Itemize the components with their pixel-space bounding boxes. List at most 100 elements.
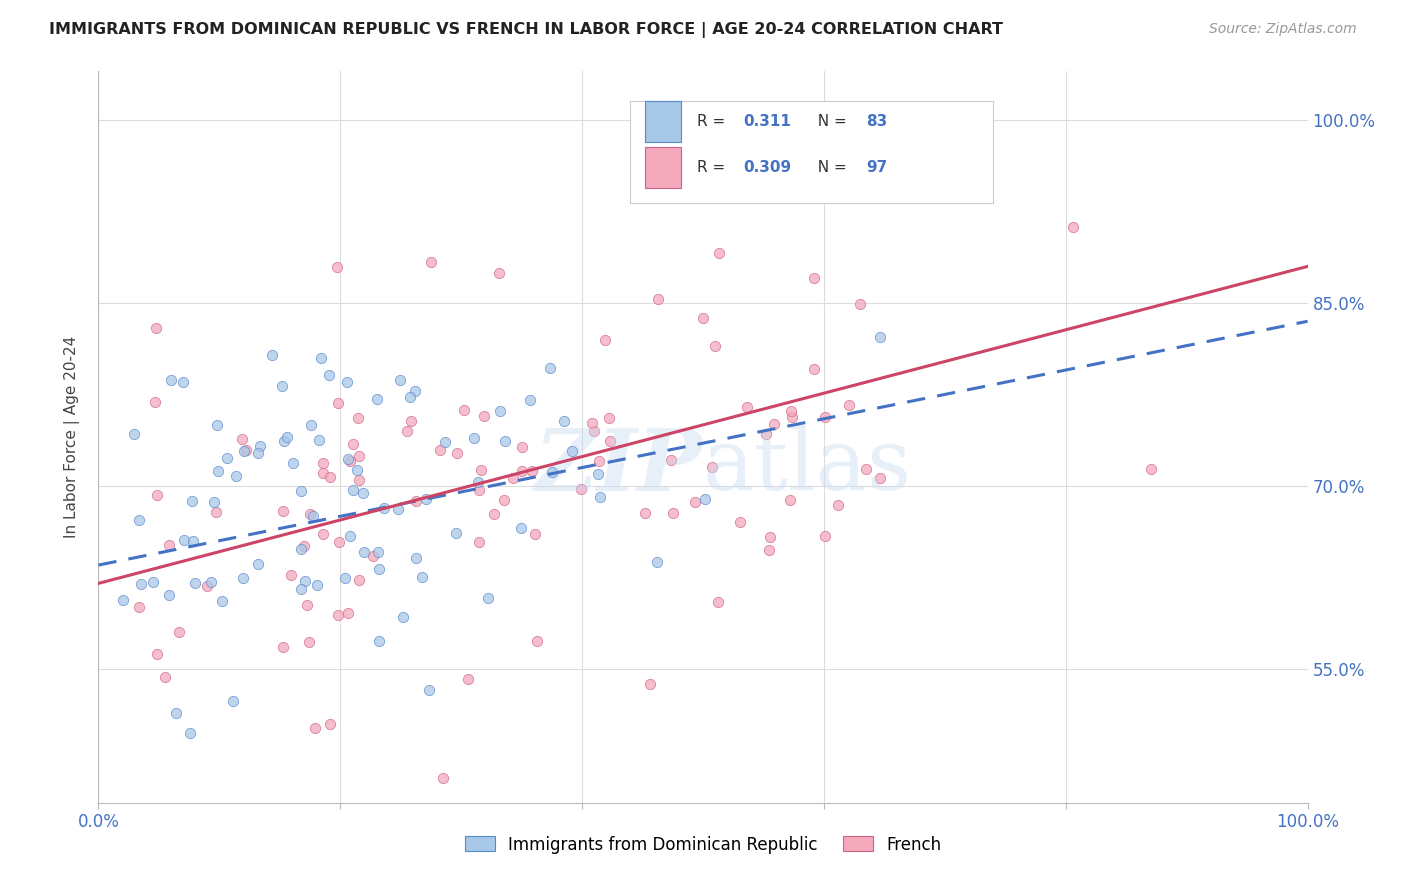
Point <box>373 501 395 516</box>
Point <box>463 431 485 445</box>
Point <box>143 395 166 409</box>
Point <box>405 551 427 566</box>
Point <box>472 409 495 423</box>
Point <box>111 592 134 607</box>
Point <box>702 460 724 475</box>
Point <box>172 375 194 389</box>
Point <box>814 529 837 543</box>
Text: IMMIGRANTS FROM DOMINICAN REPUBLIC VS FRENCH IN LABOR FORCE | AGE 20-24 CORRELAT: IMMIGRANTS FROM DOMINICAN REPUBLIC VS FR… <box>49 22 1004 38</box>
Point <box>593 333 616 347</box>
Point <box>328 535 350 549</box>
Point <box>173 533 195 547</box>
Point <box>337 607 360 621</box>
Point <box>215 451 238 466</box>
Point <box>211 594 233 608</box>
Point <box>647 292 669 306</box>
FancyBboxPatch shape <box>630 101 993 203</box>
Point <box>205 505 228 519</box>
Point <box>160 373 183 387</box>
Point <box>468 483 491 498</box>
Point <box>298 635 321 649</box>
Point <box>361 549 384 563</box>
Point <box>420 255 443 269</box>
Point <box>319 717 342 731</box>
Point <box>305 578 328 592</box>
Point <box>758 530 780 544</box>
Point <box>290 582 312 597</box>
Point <box>685 495 707 509</box>
Point <box>693 491 716 506</box>
Point <box>598 411 620 425</box>
Point <box>146 647 169 661</box>
Point <box>803 362 825 376</box>
Point <box>662 506 685 520</box>
Point <box>342 483 364 497</box>
Point <box>803 271 825 285</box>
Text: Source: ZipAtlas.com: Source: ZipAtlas.com <box>1209 22 1357 37</box>
Point <box>519 392 541 407</box>
Point <box>488 403 510 417</box>
Point <box>599 434 621 448</box>
Point <box>232 572 254 586</box>
Point <box>1062 220 1084 235</box>
Point <box>541 466 564 480</box>
Point <box>389 373 412 387</box>
Point <box>488 266 510 280</box>
Point <box>405 494 427 508</box>
Point <box>526 633 548 648</box>
Text: ZIP: ZIP <box>536 425 703 508</box>
Point <box>184 575 207 590</box>
Text: N =: N = <box>808 114 852 129</box>
Text: R =: R = <box>697 114 730 129</box>
Point <box>145 321 167 335</box>
Point <box>142 575 165 590</box>
Point <box>396 424 419 438</box>
Point <box>470 463 492 477</box>
Point <box>225 469 247 483</box>
Point <box>128 513 150 527</box>
Point <box>336 451 359 466</box>
Point <box>457 673 479 687</box>
Point <box>848 297 870 311</box>
Point <box>638 677 661 691</box>
Point <box>510 464 533 478</box>
Point <box>247 446 270 460</box>
Point <box>633 506 655 520</box>
Point <box>231 432 253 446</box>
Point <box>299 417 322 432</box>
Point <box>561 443 583 458</box>
Point <box>758 543 780 558</box>
Point <box>195 579 218 593</box>
Point <box>181 534 204 549</box>
Text: 83: 83 <box>866 114 887 129</box>
Point <box>737 400 759 414</box>
Point <box>429 443 451 458</box>
Point <box>589 490 612 504</box>
Point <box>553 414 575 428</box>
Point <box>432 772 454 786</box>
Point <box>200 575 222 590</box>
Point <box>855 462 877 476</box>
Point <box>588 467 610 482</box>
Point <box>352 486 374 500</box>
Point <box>896 186 918 201</box>
Point <box>312 467 335 481</box>
Point <box>290 541 312 556</box>
Point <box>520 464 543 478</box>
Point <box>346 410 368 425</box>
Point <box>709 245 731 260</box>
Point <box>207 464 229 478</box>
FancyBboxPatch shape <box>645 147 682 187</box>
Point <box>502 471 524 485</box>
Point <box>1140 461 1163 475</box>
Text: 0.311: 0.311 <box>742 114 790 129</box>
Point <box>494 434 516 449</box>
Point <box>415 492 437 507</box>
Point <box>494 493 516 508</box>
Point <box>270 379 292 393</box>
Text: 0.309: 0.309 <box>742 160 792 175</box>
Point <box>707 594 730 608</box>
Point <box>779 492 801 507</box>
Point <box>128 600 150 615</box>
Point <box>155 670 177 684</box>
